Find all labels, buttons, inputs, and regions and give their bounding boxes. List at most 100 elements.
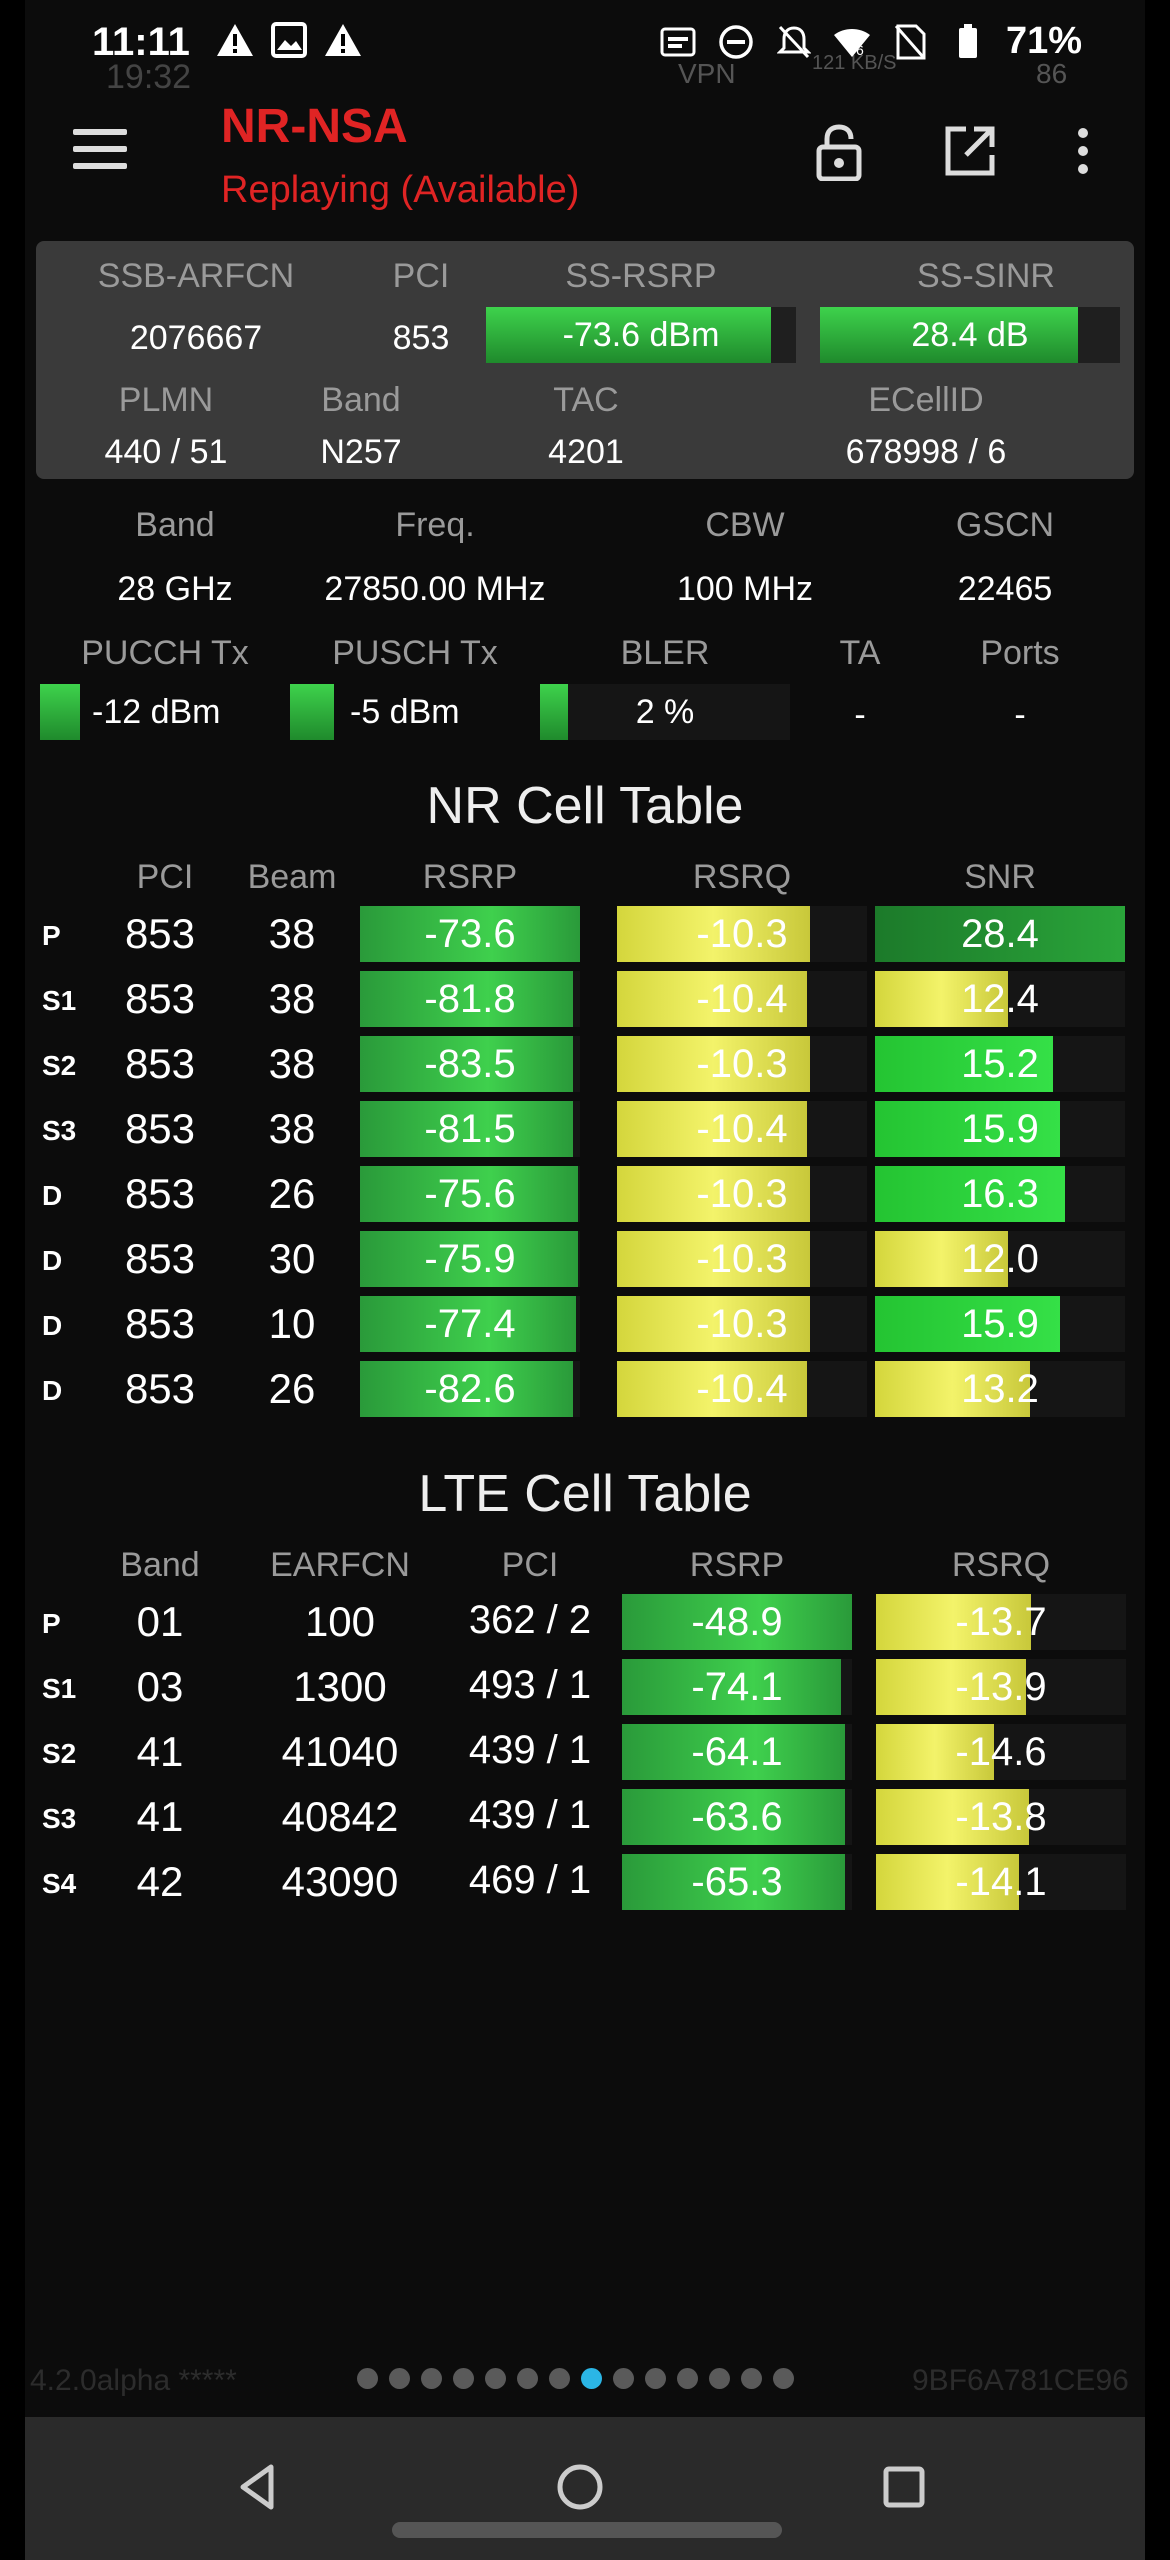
- rsrq-bar: -13.8: [876, 1789, 1126, 1845]
- rsrp-value: -64.1: [691, 1729, 783, 1774]
- snr-fill: [875, 971, 1008, 1027]
- rsrq-bar: -10.3: [617, 1296, 867, 1352]
- beam-cell: 26: [268, 1365, 316, 1412]
- band-value: N257: [320, 433, 402, 471]
- nr-header-pci: PCI: [136, 858, 194, 896]
- pucch-bar: -12 dBm: [40, 684, 270, 740]
- back-icon[interactable]: [231, 2459, 287, 2515]
- ss-rsrp-value: -73.6 dBm: [562, 315, 720, 354]
- row-type-label: D: [42, 1245, 63, 1276]
- row-type-label: P: [42, 1608, 61, 1639]
- rsrq-bar: -10.3: [617, 1166, 867, 1222]
- ss-sinr-fill: [820, 307, 1078, 363]
- image-icon: [269, 20, 309, 60]
- rsrq-bar: -10.3: [617, 906, 867, 962]
- nr-header-rsrp: RSRP: [422, 858, 518, 896]
- menu-icon[interactable]: [73, 129, 127, 173]
- pci-value: 853: [392, 319, 450, 357]
- warning-icon: [323, 20, 363, 60]
- snr-bar: 15.2: [875, 1036, 1125, 1092]
- page-dot-active[interactable]: [581, 2368, 602, 2389]
- band-cell: 03: [136, 1663, 184, 1710]
- rsrq-value: -14.1: [955, 1859, 1047, 1904]
- lte-table-row: S3 41 40842 439 / 1 -63.6 -13.8: [0, 1789, 1170, 1845]
- row-type-label: S2: [42, 1050, 77, 1081]
- page-dot[interactable]: [421, 2368, 442, 2389]
- carrier-band-label: Band: [135, 506, 215, 544]
- home-icon[interactable]: [552, 2459, 608, 2515]
- rsrq-fill: [617, 1361, 807, 1417]
- rsrq-bar: -14.1: [876, 1854, 1126, 1910]
- tac-label: TAC: [553, 381, 619, 419]
- ss-rsrp-fill: [486, 307, 772, 363]
- pusch-label: PUSCH Tx: [332, 634, 498, 672]
- pci-cell: 853: [124, 1235, 196, 1282]
- lte-header-earfcn: EARFCN: [270, 1546, 410, 1584]
- page-dot[interactable]: [709, 2368, 730, 2389]
- status-notification-icons: [215, 20, 363, 60]
- pusch-value: -5 dBm: [350, 692, 460, 731]
- rsrp-value: -81.8: [424, 976, 516, 1021]
- rsrp-fill: [360, 1296, 576, 1352]
- page-dot[interactable]: [549, 2368, 570, 2389]
- rsrq-fill: [617, 1036, 810, 1092]
- page-dot[interactable]: [485, 2368, 506, 2389]
- rsrp-fill: [360, 1036, 574, 1092]
- lte-table-row: S2 41 41040 439 / 1 -64.1 -14.6: [0, 1724, 1170, 1780]
- gscn-value: 22465: [957, 570, 1053, 608]
- lte-header-band: Band: [120, 1546, 200, 1584]
- snr-fill: [875, 1036, 1053, 1092]
- status-bar: 19:32 11:11 VPN 121 KB/S 86 6 71%: [0, 0, 1170, 96]
- rsrq-value: -10.4: [696, 1366, 788, 1411]
- page-dot[interactable]: [389, 2368, 410, 2389]
- lte-table-row: P 01 100 362 / 2 -48.9 -13.7: [0, 1594, 1170, 1650]
- rsrq-value: -10.3: [696, 1041, 788, 1086]
- ghost-battery: 86: [1036, 58, 1068, 89]
- snr-bar: 16.3: [875, 1166, 1125, 1222]
- app-version: 4.2.0alpha *****: [30, 2364, 237, 2397]
- lte-header-pci: PCI: [501, 1546, 559, 1584]
- earfcn-cell: 43090: [281, 1858, 399, 1905]
- page-indicator[interactable]: [357, 2368, 794, 2389]
- pusch-fill: [290, 684, 334, 740]
- snr-fill: [875, 906, 1125, 962]
- ta-label: TA: [839, 634, 881, 672]
- rsrp-bar: -75.9: [360, 1231, 580, 1287]
- rsrp-value: -74.1: [691, 1664, 783, 1709]
- rsrq-value: -10.3: [696, 911, 788, 956]
- page-dot[interactable]: [645, 2368, 666, 2389]
- open-external-icon[interactable]: [942, 123, 1000, 185]
- ss-sinr-label: SS-SINR: [917, 257, 1055, 295]
- serving-cell-panel: SSB-ARFCN PCI SS-RSRP SS-SINR 2076667 85…: [36, 241, 1134, 479]
- rsrp-value: -83.5: [424, 1041, 516, 1086]
- gesture-bar: [392, 2522, 782, 2538]
- snr-value: 15.2: [961, 1041, 1039, 1086]
- ssb-arfcn-label: SSB-ARFCN: [97, 257, 295, 295]
- band-cell: 41: [136, 1793, 184, 1840]
- page-dot[interactable]: [357, 2368, 378, 2389]
- lte-header-rsrp: RSRP: [689, 1546, 785, 1584]
- lte-table-row: S4 42 43090 469 / 1 -65.3 -14.1: [0, 1854, 1170, 1910]
- snr-fill: [875, 1101, 1060, 1157]
- page-dot[interactable]: [517, 2368, 538, 2389]
- status-time: 11:11: [92, 20, 190, 64]
- snr-value: 28.4: [961, 911, 1039, 956]
- page-dot[interactable]: [741, 2368, 762, 2389]
- recents-icon[interactable]: [876, 2459, 932, 2515]
- pci-cell: 853: [124, 975, 196, 1022]
- rsrp-bar: -83.5: [360, 1036, 580, 1092]
- more-vert-icon[interactable]: [1073, 123, 1103, 185]
- rsrp-bar: -48.9: [622, 1594, 852, 1650]
- ecellid-value: 678998 / 6: [845, 433, 1007, 471]
- lock-icon[interactable]: [815, 123, 873, 185]
- nr-table-row: P 853 38 -73.6 -10.3 28.4: [0, 906, 1170, 962]
- pci-cell: 469 / 1: [468, 1858, 592, 1902]
- page-dot[interactable]: [453, 2368, 474, 2389]
- cbw-label: CBW: [705, 506, 785, 544]
- page-dot[interactable]: [613, 2368, 634, 2389]
- page-dot[interactable]: [773, 2368, 794, 2389]
- battery-percent: 71%: [1005, 20, 1082, 62]
- ta-value: -: [854, 696, 866, 734]
- rsrq-bar: -10.3: [617, 1231, 867, 1287]
- page-dot[interactable]: [677, 2368, 698, 2389]
